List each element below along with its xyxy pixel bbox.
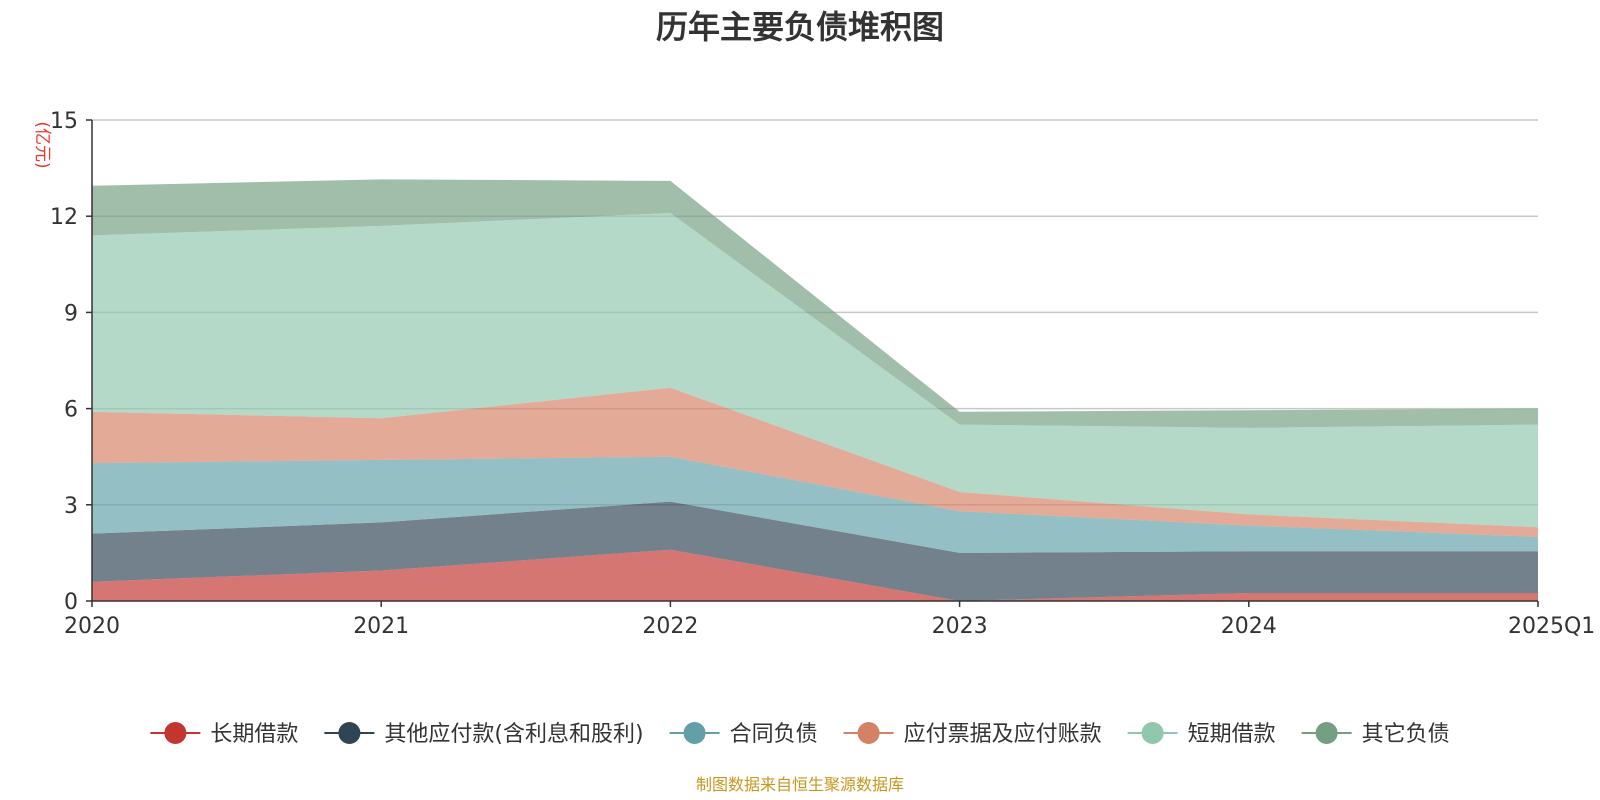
x-tick-label: 2022 <box>642 614 698 639</box>
legend-item-2[interactable]: 合同负债 <box>669 722 818 747</box>
legend-circle-icon <box>164 722 187 744</box>
x-tick-label: 2021 <box>353 614 409 639</box>
legend-circle-icon <box>1315 722 1338 744</box>
area-series-2 <box>92 456 1538 553</box>
legend-item-3[interactable]: 应付票据及应付账款 <box>843 722 1102 747</box>
legend-circle-icon <box>857 722 880 744</box>
x-tick-labels: 2020 2021 2022 2023 2024 2025Q1 <box>64 601 1595 639</box>
legend-item-4[interactable]: 短期借款 <box>1127 722 1276 747</box>
y-tick-label: 15 <box>50 109 78 134</box>
legend-item-1[interactable]: 其他应付款(含利息和股利) <box>324 722 644 747</box>
area-series-5 <box>92 179 1538 428</box>
legend-circle-icon <box>338 722 361 744</box>
series-areas <box>92 179 1538 601</box>
legend-label: 短期借款 <box>1188 722 1276 747</box>
legend-label: 长期借款 <box>210 722 298 747</box>
axes <box>91 120 1538 602</box>
y-tick-label: 9 <box>64 301 78 326</box>
legend-label: 其他应付款(含利息和股利) <box>384 722 643 747</box>
y-tick-label: 0 <box>64 590 78 615</box>
area-series-4 <box>92 212 1538 528</box>
x-tick-label: 2023 <box>932 614 988 639</box>
legend-label: 其它负债 <box>1362 722 1450 747</box>
chart-title: 历年主要负债堆积图 <box>656 8 944 46</box>
x-tick-label: 2020 <box>64 614 120 639</box>
y-axis-unit-label: (亿元) <box>32 121 52 168</box>
legend-label: 合同负债 <box>730 722 818 747</box>
y-tick-label: 3 <box>64 494 78 519</box>
y-tick-label: 6 <box>64 398 78 423</box>
legend-label: 应付票据及应付账款 <box>904 722 1102 747</box>
y-tick-label: 12 <box>50 205 78 230</box>
legend-circle-icon <box>683 722 706 744</box>
area-series-3 <box>92 387 1538 537</box>
legend-item-0[interactable]: 长期借款 <box>150 722 298 747</box>
y-tick-labels: 0 3 6 9 12 15 <box>50 109 92 615</box>
x-tick-label: 2025Q1 <box>1508 614 1595 639</box>
legend-item-5[interactable]: 其它负债 <box>1301 722 1450 747</box>
area-series-1 <box>92 501 1538 601</box>
data-source-footer: 制图数据来自恒生聚源数据库 <box>696 775 904 794</box>
legend: 长期借款 其他应付款(含利息和股利) 合同负债 应付票据及应付账款 短期借款 其它负债 <box>150 722 1450 747</box>
legend-circle-icon <box>1141 722 1164 744</box>
x-tick-label: 2024 <box>1221 614 1277 639</box>
